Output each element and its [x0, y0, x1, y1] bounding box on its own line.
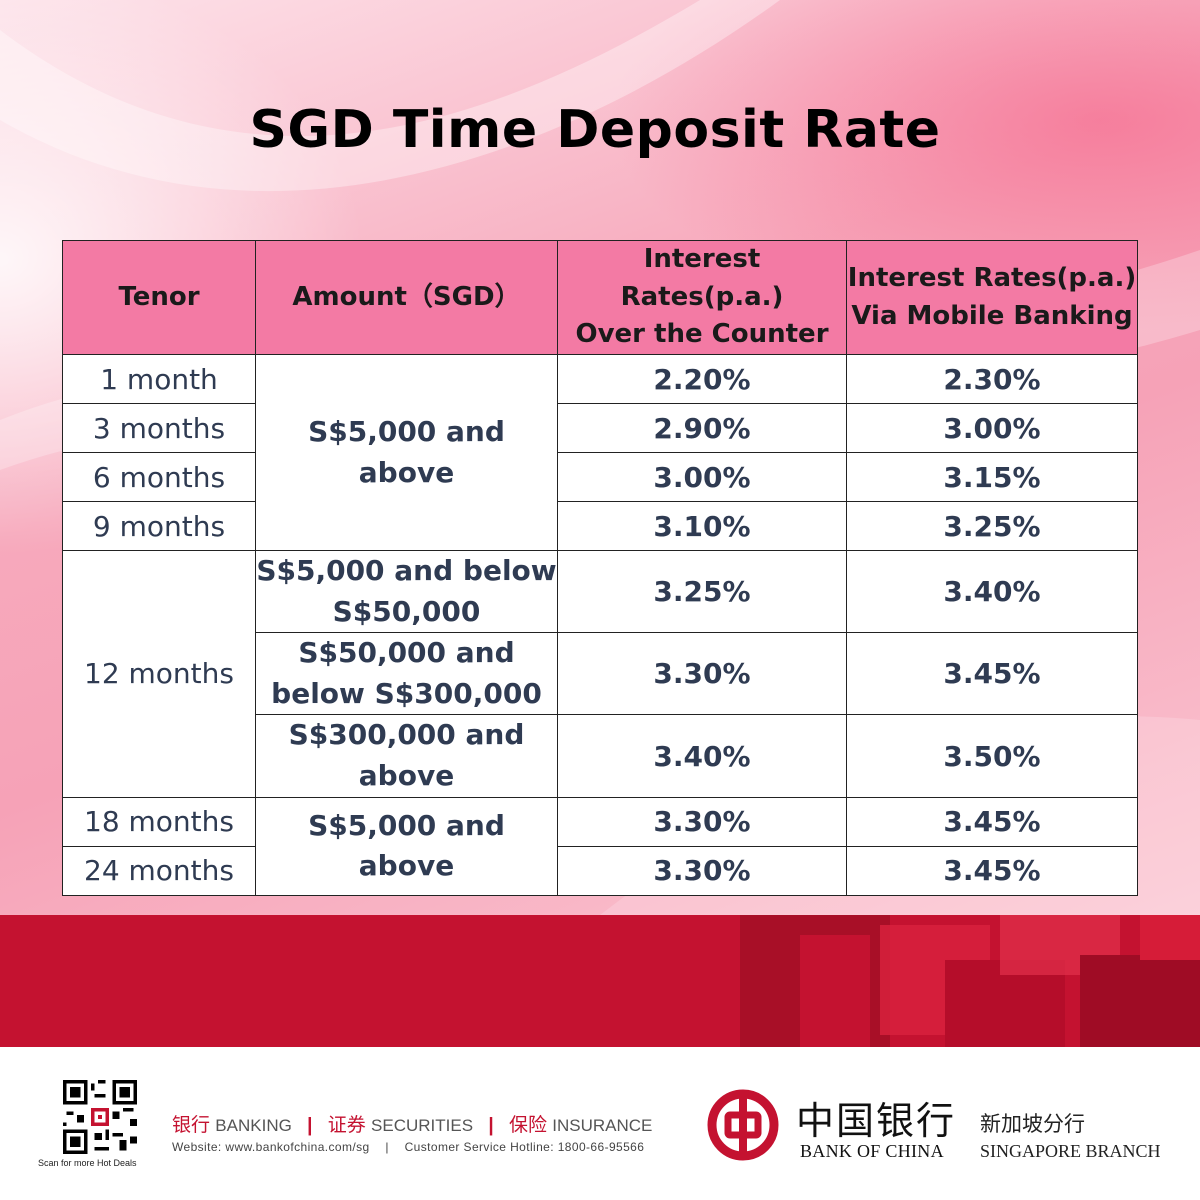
- counter-rate-cell: 2.20%: [557, 354, 847, 405]
- counter-rate-cell: 3.10%: [557, 501, 847, 552]
- header-mobile-line2: Via Mobile Banking: [851, 300, 1133, 331]
- website-link[interactable]: Website: www.bankofchina.com/sg: [172, 1140, 370, 1154]
- table-row: 3 months 2.90% 3.00%: [62, 403, 1138, 454]
- bank-name-en: BANK OF CHINA: [800, 1141, 944, 1161]
- banking-en: BANKING: [215, 1116, 292, 1135]
- mobile-rate-cell: 2.30%: [846, 354, 1138, 405]
- insurance-en: INSURANCE: [552, 1116, 653, 1135]
- counter-rate-cell: 3.30%: [557, 796, 847, 847]
- tenor-cell: 18 months: [62, 796, 256, 847]
- brand-band: [0, 915, 1200, 1047]
- page-title: SGD Time Deposit Rate: [249, 100, 941, 160]
- mobile-rate-cell: 3.50%: [846, 714, 1138, 798]
- bank-name-cn: 中国银行: [796, 1099, 957, 1143]
- amount-cell: S$300,000 and above: [255, 714, 558, 798]
- bank-of-china-logo-icon: [707, 1089, 779, 1161]
- counter-rate-cell: 2.90%: [557, 403, 847, 454]
- amount-line1: S$5,000 and below: [256, 554, 557, 588]
- counter-rate-cell: 3.30%: [557, 845, 847, 896]
- counter-rate-cell: 3.40%: [557, 714, 847, 798]
- table-row: 1 month S$5,000 and above 2.20% 2.30%: [62, 354, 1138, 552]
- contact-line: Website: www.bankofchina.com/sg | Custom…: [172, 1140, 644, 1154]
- branch-name-cn: 新加坡分行: [980, 1112, 1085, 1136]
- amount-line2: below S$300,000: [271, 676, 542, 710]
- mobile-rate-cell: 3.45%: [846, 796, 1138, 847]
- securities-en: SECURITIES: [371, 1116, 474, 1135]
- qr-code-icon[interactable]: [63, 1080, 137, 1154]
- mobile-rate-cell: 3.40%: [846, 550, 1138, 634]
- securities-cn: 证券: [327, 1115, 366, 1136]
- amount-line1: S$50,000 and: [298, 636, 515, 670]
- banking-cn: 银行: [172, 1115, 211, 1136]
- table-row: 9 months 3.10% 3.25%: [62, 501, 1138, 552]
- separator: |: [307, 1115, 313, 1136]
- tenor-cell: 1 month: [62, 354, 256, 405]
- amount-line2: above: [358, 759, 455, 793]
- header-amount: Amount（SGD）: [255, 239, 558, 356]
- header-tenor: Tenor: [62, 239, 256, 356]
- table-row: 24 months 3.30% 3.45%: [62, 845, 1138, 896]
- hotline: Customer Service Hotline: 1800-66-95566: [404, 1140, 645, 1154]
- amount-cell: S$5,000 and above: [255, 354, 558, 552]
- counter-rate-cell: 3.25%: [557, 550, 847, 634]
- mobile-rate-cell: 3.45%: [846, 632, 1138, 716]
- services-line: 银行 BANKING | 证券 SECURITIES | 保险 INSURANC…: [172, 1110, 652, 1137]
- table-row: 12 months S$5,000 and below S$50,000 3.2…: [62, 550, 1138, 798]
- tenor-cell: 6 months: [62, 452, 256, 503]
- amount-line1: S$300,000 and: [288, 718, 525, 752]
- counter-rate-cell: 3.00%: [557, 452, 847, 503]
- header-counter-rate: Interest Rates(p.a.) Over the Counter: [557, 239, 847, 356]
- table-header-row: Tenor Amount（SGD） Interest Rates(p.a.) O…: [62, 239, 1138, 356]
- header-mobile-line1: Interest Rates(p.a.): [847, 262, 1137, 293]
- mobile-rate-cell: 3.45%: [846, 845, 1138, 896]
- separator: |: [385, 1140, 389, 1154]
- tenor-cell: 12 months: [62, 550, 256, 798]
- amount-line2: S$50,000: [332, 594, 481, 628]
- header-counter-line1: Interest Rates(p.a.): [620, 244, 784, 312]
- mobile-rate-cell: 3.25%: [846, 501, 1138, 552]
- tenor-cell: 9 months: [62, 501, 256, 552]
- amount-cell: S$5,000 and below S$50,000: [255, 550, 558, 634]
- amount-cell: S$5,000 and above: [255, 796, 558, 896]
- footer: [0, 1047, 1200, 1200]
- header-counter-line2: Over the Counter: [575, 319, 829, 350]
- table-row: 18 months S$5,000 and above 3.30% 3.45%: [62, 796, 1138, 896]
- separator: |: [488, 1115, 494, 1136]
- qr-caption: Scan for more Hot Deals: [38, 1158, 137, 1168]
- mobile-rate-cell: 3.15%: [846, 452, 1138, 503]
- counter-rate-cell: 3.30%: [557, 632, 847, 716]
- tenor-cell: 3 months: [62, 403, 256, 454]
- table-row: 6 months 3.00% 3.15%: [62, 452, 1138, 503]
- amount-cell: S$50,000 and below S$300,000: [255, 632, 558, 716]
- table-row: S$50,000 and below S$300,000 3.30% 3.45%: [63, 632, 1138, 716]
- mobile-rate-cell: 3.00%: [846, 403, 1138, 454]
- insurance-cn: 保险: [508, 1115, 547, 1136]
- brand-pattern: [740, 915, 1200, 1047]
- branch-name-en: SINGAPORE BRANCH: [980, 1141, 1161, 1161]
- table-row: S$300,000 and above 3.40% 3.50%: [63, 714, 1138, 798]
- tenor-cell: 24 months: [62, 845, 256, 896]
- header-mobile-rate: Interest Rates(p.a.) Via Mobile Banking: [846, 239, 1138, 356]
- rate-table: Tenor Amount（SGD） Interest Rates(p.a.) O…: [62, 239, 1138, 896]
